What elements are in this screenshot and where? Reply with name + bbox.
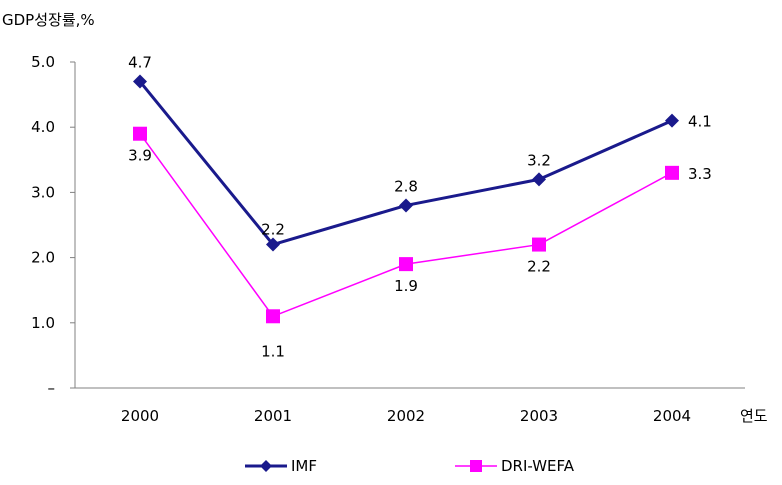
series-layer: 4.7 2.2 2.8 3.2 4.1 3.9 1.1 1.9 2.2 3.3 xyxy=(128,54,712,361)
y-axis-title: GDP성장률,% xyxy=(2,11,95,29)
data-label-dri-wefa: 3.9 xyxy=(128,147,152,165)
x-tick-label: 2002 xyxy=(387,407,425,425)
data-label-imf: 2.2 xyxy=(261,221,285,239)
y-tick-label: – xyxy=(48,379,56,397)
data-point-imf xyxy=(133,74,147,89)
y-axis-ticks: – 1.0 2.0 3.0 4.0 5.0 xyxy=(31,53,75,397)
legend-label-dri-wefa: DRI-WEFA xyxy=(501,457,575,475)
data-label-imf: 2.8 xyxy=(394,177,418,195)
y-tick-label: 3.0 xyxy=(31,183,55,201)
y-tick-label: 2.0 xyxy=(31,249,55,267)
data-label-dri-wefa: 1.1 xyxy=(261,342,285,360)
data-label-dri-wefa: 3.3 xyxy=(688,165,712,183)
x-tick-label: 2004 xyxy=(653,407,691,425)
x-tick-label: 2003 xyxy=(520,407,558,425)
data-label-dri-wefa: 1.9 xyxy=(394,277,418,295)
data-point-dri-wefa xyxy=(532,237,546,252)
data-point-imf xyxy=(399,198,413,213)
data-label-dri-wefa: 2.2 xyxy=(527,258,551,276)
y-tick-label: 4.0 xyxy=(31,118,55,136)
x-axis-title: 연도 xyxy=(740,407,768,425)
data-point-dri-wefa xyxy=(133,126,147,141)
x-axis-ticks: 2000 2001 2002 2003 2004 xyxy=(121,407,691,425)
data-label-imf: 4.7 xyxy=(128,54,152,72)
y-tick-label: 5.0 xyxy=(31,53,55,71)
y-tick-label: 1.0 xyxy=(31,314,55,332)
series-line-imf xyxy=(138,80,673,247)
legend: IMF DRI-WEFA xyxy=(245,457,575,475)
data-point-imf xyxy=(532,172,546,187)
data-point-imf xyxy=(665,113,679,128)
legend-label-imf: IMF xyxy=(291,457,317,475)
data-point-dri-wefa xyxy=(665,165,679,180)
x-tick-label: 2001 xyxy=(254,407,292,425)
data-point-dri-wefa xyxy=(266,309,280,324)
data-label-imf: 3.2 xyxy=(527,151,551,169)
data-label-imf: 4.1 xyxy=(688,113,712,131)
data-point-dri-wefa xyxy=(399,257,413,272)
x-tick-label: 2000 xyxy=(121,407,159,425)
legend-marker-imf xyxy=(260,460,272,472)
legend-marker-dri-wefa xyxy=(470,460,482,472)
data-point-imf xyxy=(266,237,280,252)
